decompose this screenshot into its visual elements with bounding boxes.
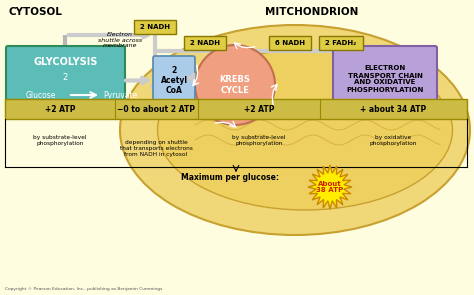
Text: by substrate-level
phosphorylation: by substrate-level phosphorylation — [33, 135, 87, 146]
Text: 2 NADH: 2 NADH — [190, 40, 220, 46]
Text: About
38 ATP: About 38 ATP — [316, 181, 344, 194]
Text: + about 34 ATP: + about 34 ATP — [360, 104, 426, 114]
Text: depending on shuttle
that transports electrons
from NADH in cytosol: depending on shuttle that transports ele… — [119, 140, 192, 157]
FancyBboxPatch shape — [333, 46, 437, 112]
Text: Maximum per glucose:: Maximum per glucose: — [181, 173, 279, 181]
Text: CYTOSOL: CYTOSOL — [8, 7, 62, 17]
Text: −0 to about 2 ATP: −0 to about 2 ATP — [117, 104, 195, 114]
Text: KREBS
CYCLE: KREBS CYCLE — [219, 75, 250, 95]
Text: MITCHONDRION: MITCHONDRION — [265, 7, 358, 17]
Text: 6 NADH: 6 NADH — [275, 40, 305, 46]
Text: Pyruvate: Pyruvate — [103, 91, 137, 99]
FancyBboxPatch shape — [269, 36, 311, 50]
Text: +2 ATP: +2 ATP — [244, 104, 274, 114]
Text: by oxidative
phosphorylation: by oxidative phosphorylation — [369, 135, 417, 146]
FancyBboxPatch shape — [153, 56, 195, 105]
FancyBboxPatch shape — [319, 36, 363, 50]
FancyBboxPatch shape — [184, 36, 226, 50]
FancyBboxPatch shape — [134, 20, 176, 34]
Text: Electron
shuttle across
membrane: Electron shuttle across membrane — [98, 32, 142, 48]
Text: Copyright © Pearson Education, Inc., publishing as Benjamin Cummings.: Copyright © Pearson Education, Inc., pub… — [5, 287, 164, 291]
Ellipse shape — [195, 45, 275, 125]
Polygon shape — [308, 165, 352, 209]
Text: Glucose: Glucose — [26, 91, 56, 99]
Ellipse shape — [120, 25, 470, 235]
Ellipse shape — [157, 50, 453, 210]
Text: 2 NADH: 2 NADH — [140, 24, 170, 30]
Text: ELECTRON
TRANSPORT CHAIN
AND OXIDATIVE
PHOSPHORYLATION: ELECTRON TRANSPORT CHAIN AND OXIDATIVE P… — [346, 65, 424, 93]
Text: 2 FADH₂: 2 FADH₂ — [325, 40, 356, 46]
Text: GLYCOLYSIS: GLYCOLYSIS — [33, 57, 98, 67]
FancyBboxPatch shape — [6, 46, 125, 112]
Text: +2 ATP: +2 ATP — [45, 104, 75, 114]
FancyBboxPatch shape — [5, 99, 467, 119]
Text: by substrate-level
phosphorylation: by substrate-level phosphorylation — [232, 135, 286, 146]
Text: 2: 2 — [63, 73, 68, 83]
Text: 2
Acetyl
CoA: 2 Acetyl CoA — [161, 65, 188, 95]
